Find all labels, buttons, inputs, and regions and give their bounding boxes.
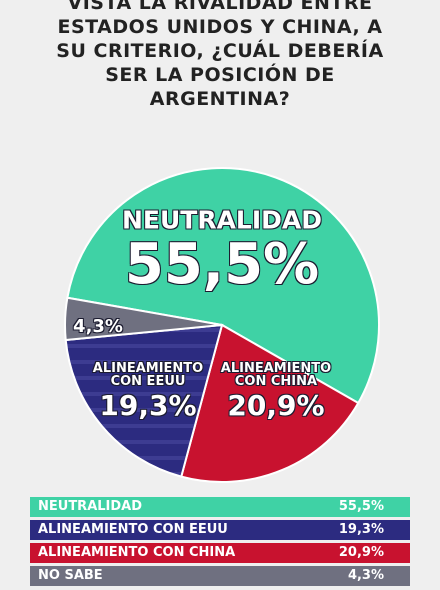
slice-label: NEUTRALIDAD xyxy=(121,205,323,235)
legend-row: ALINEAMIENTO CON EEUU 19,3% xyxy=(30,520,410,540)
legend-value: 55,5% xyxy=(338,499,384,514)
legend-label: ALINEAMIENTO CON CHINA xyxy=(38,545,236,560)
legend-label: NEUTRALIDAD xyxy=(38,499,143,514)
legend-value: 4,3% xyxy=(347,568,384,583)
slice-value: 4,3% xyxy=(73,316,123,337)
slice-label: ALINEAMIENTO CON CHINA xyxy=(220,361,332,389)
pie-slice xyxy=(64,323,224,478)
slice-value: 55,5% xyxy=(124,232,320,297)
pie-slice xyxy=(180,323,360,483)
slice-value: 19,3% xyxy=(99,389,197,422)
legend-label: NO SABE xyxy=(38,568,103,583)
pie-slice xyxy=(64,296,223,342)
legend-row: NEUTRALIDAD 55,5% xyxy=(30,497,410,517)
pie-slice xyxy=(66,167,380,405)
legend-row: ALINEAMIENTO CON CHINA 20,9% xyxy=(30,543,410,563)
legend-value: 19,3% xyxy=(338,522,384,537)
chart-title: VISTA LA RIVALIDAD ENTRE ESTADOS UNIDOS … xyxy=(56,0,384,110)
legend-row: NO SABE 4,3% xyxy=(30,566,410,586)
slice-value: 20,9% xyxy=(227,389,325,422)
slice-label: ALINEAMIENTO CON EEUU xyxy=(92,361,204,389)
legend-value: 20,9% xyxy=(338,545,384,560)
legend-label: ALINEAMIENTO CON EEUU xyxy=(38,522,228,537)
